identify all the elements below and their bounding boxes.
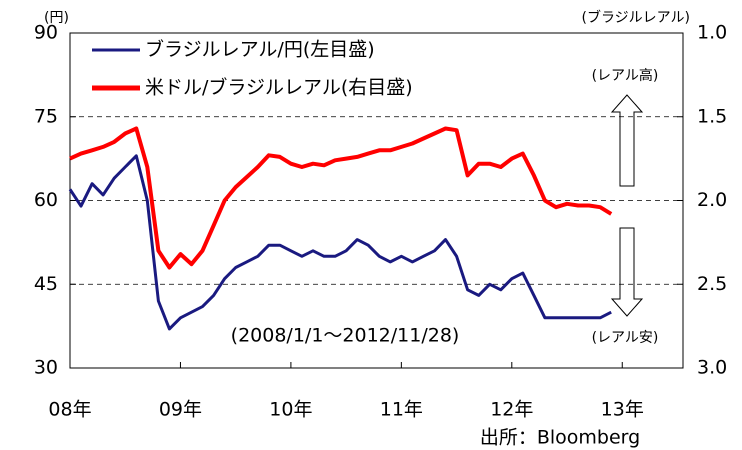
- x-tick-label: 09年: [159, 399, 202, 421]
- y2-tick-label: 1.0: [697, 22, 727, 44]
- down-arrow: [610, 227, 644, 317]
- up-arrow: [610, 94, 644, 187]
- y-tick-label: 60: [34, 189, 58, 211]
- y-unit: (円): [44, 10, 69, 26]
- x-tick-label: 10年: [269, 399, 312, 421]
- series-line: [69, 126, 613, 270]
- y-tick-label: 90: [34, 22, 58, 44]
- y-tick-label: 30: [34, 357, 58, 379]
- x-tick-label: 12年: [490, 399, 533, 421]
- x-tick-label: 11年: [380, 399, 423, 421]
- x-tick-label: 08年: [48, 399, 91, 421]
- legend-label: 米ドル/ブラジルレアル(右目盛): [145, 76, 413, 99]
- y-tick-label: 75: [34, 105, 58, 127]
- series-line: [68, 154, 612, 331]
- y2-tick-label: 2.5: [697, 273, 727, 295]
- y2-tick-label: 3.0: [697, 357, 727, 379]
- y2-unit: (ブラジルレアル): [581, 9, 690, 26]
- y2-tick-label: 1.5: [697, 105, 727, 127]
- annotation: (レアル高): [592, 67, 659, 84]
- y2-tick-label: 2.0: [697, 189, 727, 211]
- y-tick-label: 45: [34, 273, 58, 295]
- annotation: (レアル安): [592, 330, 659, 346]
- period-note: (2008/1/1～2012/11/28): [231, 325, 460, 347]
- source: 出所：Bloomberg: [480, 427, 640, 449]
- x-tick-label: 13年: [601, 399, 644, 421]
- legend-label: ブラジルレアル/円(左目盛): [145, 38, 375, 61]
